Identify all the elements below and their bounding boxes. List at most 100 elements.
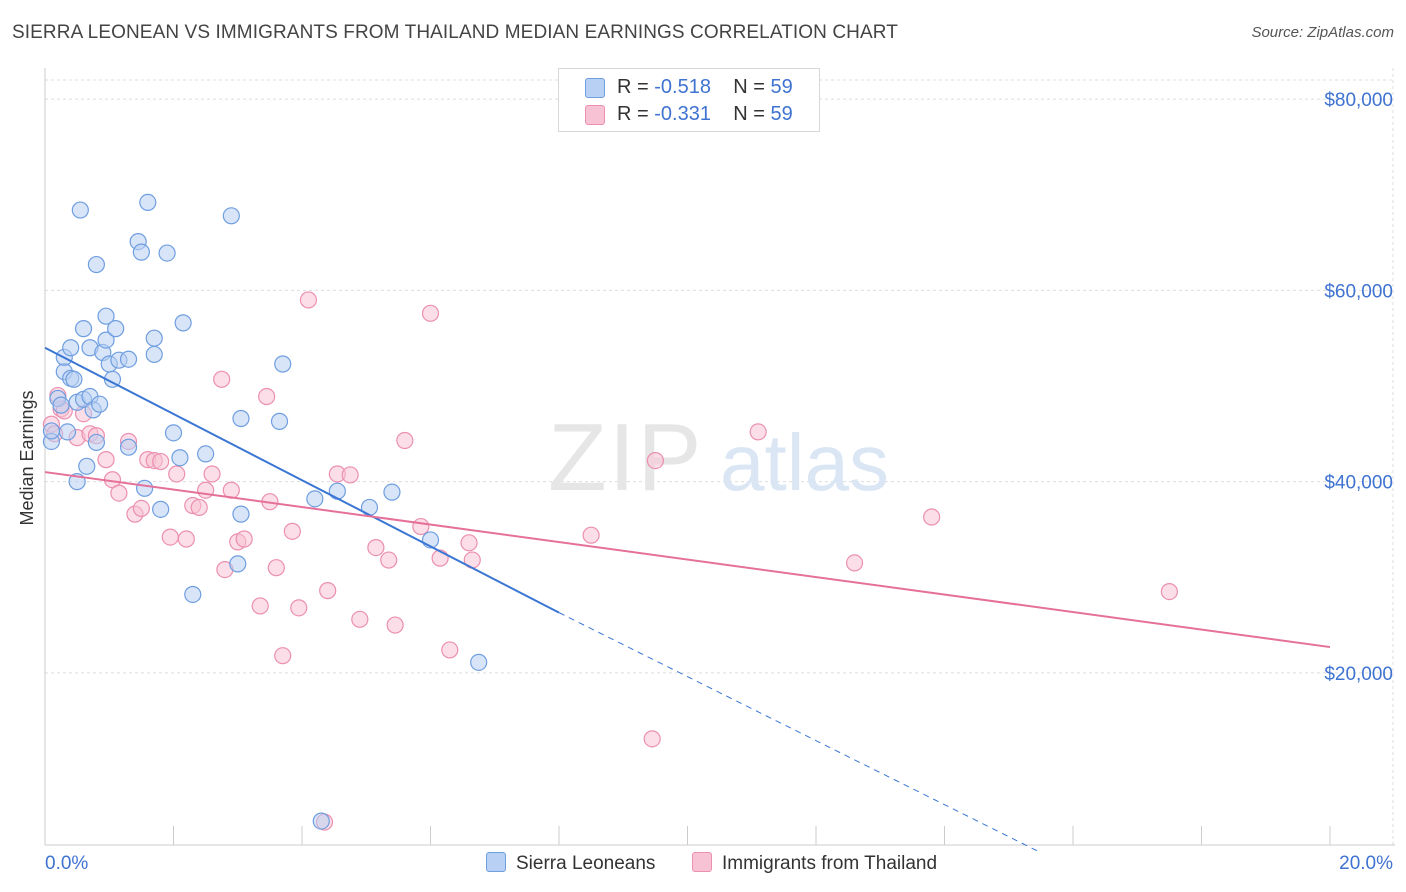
data-point-sierra-leoneans <box>158 244 176 262</box>
data-point-thailand <box>97 451 115 469</box>
data-point-thailand <box>749 423 767 441</box>
data-point-sierra-leoneans <box>152 500 170 518</box>
data-point-thailand <box>845 554 864 572</box>
bottom-legend-sierra-leoneans: Sierra Leoneans <box>486 852 655 875</box>
data-point-sierra-leoneans <box>222 207 240 225</box>
trend-line-sierra-leoneans-extension <box>558 612 1042 854</box>
data-point-thailand <box>283 522 301 540</box>
data-point-sierra-leoneans <box>71 201 89 219</box>
legend-r-value: -0.331 <box>654 103 711 125</box>
data-point-sierra-leoneans <box>197 445 215 463</box>
data-point-sierra-leoneans <box>87 433 106 452</box>
data-point-thailand <box>152 452 170 471</box>
legend-swatch-blue <box>585 78 605 98</box>
legend-n-label: N = <box>733 76 771 98</box>
data-point-thailand <box>290 599 308 617</box>
y-axis-label: Median Earnings <box>17 390 37 525</box>
data-point-thailand <box>235 530 253 548</box>
data-point-thailand <box>441 641 459 659</box>
data-point-sierra-leoneans <box>97 331 115 349</box>
data-point-sierra-leoneans <box>52 396 70 414</box>
data-point-sierra-leoneans <box>171 449 189 467</box>
data-point-sierra-leoneans <box>78 457 96 475</box>
data-point-thailand <box>274 647 292 665</box>
data-point-thailand <box>1160 582 1178 601</box>
data-point-sierra-leoneans <box>164 424 183 442</box>
data-point-sierra-leoneans <box>383 483 401 501</box>
x-tick-label: 0.0% <box>45 853 88 874</box>
data-point-thailand <box>132 499 150 517</box>
correlation-legend: R = -0.518 N = 59 R = -0.331 N = 59 <box>558 68 820 132</box>
data-point-sierra-leoneans <box>132 243 150 261</box>
data-point-sierra-leoneans <box>97 307 115 325</box>
data-point-sierra-leoneans <box>91 395 109 413</box>
chart-title: SIERRA LEONEAN VS IMMIGRANTS FROM THAILA… <box>12 22 898 43</box>
data-point-sierra-leoneans <box>328 482 346 500</box>
data-point-thailand <box>386 616 404 634</box>
data-point-sierra-leoneans <box>232 409 250 428</box>
data-point-thailand <box>177 530 195 548</box>
data-point-thailand <box>168 465 186 483</box>
data-point-thailand <box>923 508 941 526</box>
data-point-sierra-leoneans <box>58 423 77 441</box>
data-point-sierra-leoneans <box>174 314 192 332</box>
legend-r-label: R = <box>617 103 655 125</box>
source-label: Source: ZipAtlas.com <box>1251 24 1394 41</box>
series-thailand-points <box>42 291 1178 831</box>
data-point-sierra-leoneans <box>74 320 93 338</box>
data-point-thailand <box>267 559 285 577</box>
y-tick-label: $60,000 <box>1324 281 1393 302</box>
tick-labels: $20,000 $40,000 $60,000 $80,000 0.0% 20.0% <box>45 90 1393 874</box>
bottom-legend-thailand: Immigrants from Thailand <box>692 852 937 875</box>
data-point-thailand <box>190 498 208 517</box>
watermark: ZIP atlas <box>548 404 889 511</box>
data-point-thailand <box>341 466 359 484</box>
legend-r-label: R = <box>617 76 655 98</box>
data-point-thailand <box>582 526 600 544</box>
data-point-sierra-leoneans <box>42 422 61 440</box>
legend-n-value: 59 <box>770 103 793 125</box>
legend-n-label: N = <box>733 103 771 125</box>
trend-line-sierra-leoneans <box>44 346 560 614</box>
data-point-sierra-leoneans <box>65 370 83 388</box>
data-point-thailand <box>299 291 318 309</box>
data-point-thailand <box>213 370 231 388</box>
legend-r-value: -0.518 <box>654 76 711 98</box>
data-point-sierra-leoneans <box>87 255 106 274</box>
axes <box>44 68 1395 846</box>
data-point-thailand <box>646 451 664 470</box>
data-point-sierra-leoneans <box>145 329 163 347</box>
data-point-sierra-leoneans <box>229 555 247 573</box>
x-tick-label: 20.0% <box>1339 853 1393 874</box>
bottom-legend-label: Immigrants from Thailand <box>722 853 938 874</box>
data-point-sierra-leoneans <box>139 193 157 211</box>
data-point-sierra-leoneans <box>306 490 324 508</box>
y-tick-label: $20,000 <box>1324 664 1393 685</box>
data-point-sierra-leoneans <box>145 345 163 364</box>
data-point-thailand <box>460 534 478 552</box>
data-point-sierra-leoneans <box>62 339 80 357</box>
data-point-thailand <box>380 551 398 569</box>
data-point-thailand <box>396 431 414 450</box>
y-tick-label: $80,000 <box>1324 90 1393 111</box>
data-point-sierra-leoneans <box>135 479 154 497</box>
bottom-legend-label: Sierra Leoneans <box>516 853 656 874</box>
data-point-sierra-leoneans <box>270 412 289 430</box>
data-point-sierra-leoneans <box>470 653 488 671</box>
data-point-thailand <box>351 610 369 628</box>
data-point-thailand <box>421 304 440 322</box>
data-point-thailand <box>412 517 430 536</box>
bottom-legend-swatch-pink <box>692 852 712 872</box>
data-point-sierra-leoneans <box>107 320 125 338</box>
data-point-thailand <box>431 549 449 567</box>
bottom-legend-swatch-blue <box>486 852 506 872</box>
data-point-thailand <box>643 730 661 748</box>
data-point-thailand <box>319 582 337 600</box>
data-point-thailand <box>258 387 276 406</box>
legend-n-value: 59 <box>770 76 793 98</box>
trend-line-thailand <box>44 471 1331 649</box>
data-point-thailand <box>367 539 385 557</box>
data-point-thailand <box>203 465 221 483</box>
data-point-sierra-leoneans <box>312 812 330 830</box>
